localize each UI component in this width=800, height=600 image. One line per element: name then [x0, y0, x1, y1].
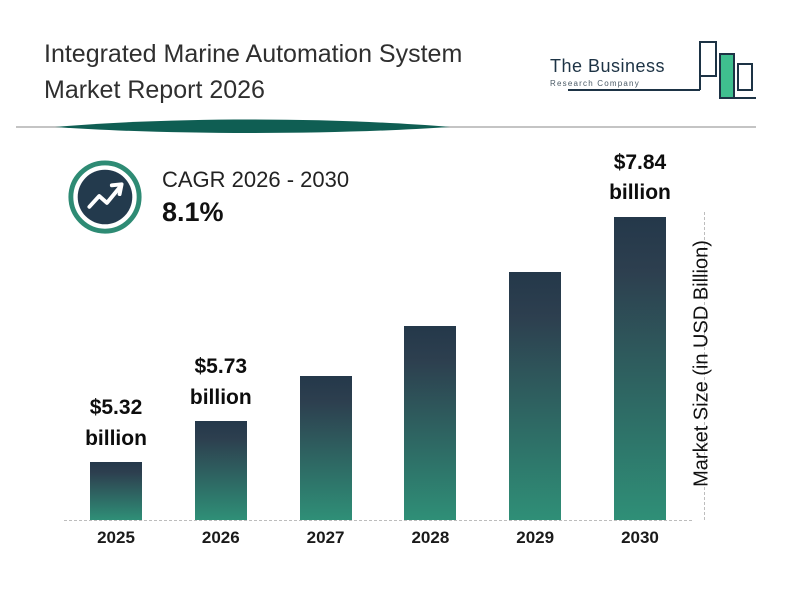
logo-line1: The Business [550, 56, 666, 76]
year-axis: 2025 2026 2027 2028 2029 2030 [64, 528, 692, 548]
bar-year-label: 2026 [201, 528, 240, 547]
y-axis-label: Market Size (in USD Billion) [690, 240, 713, 487]
bar-column: $5.73 billion [169, 148, 273, 520]
cagr-value: 8.1% [162, 196, 224, 227]
logo-line2: Research Company [550, 79, 640, 88]
bar-value-label: $5.73 billion [189, 355, 252, 409]
bar-column: $7.84 billion [588, 148, 692, 520]
right-axis-line [704, 212, 705, 520]
cagr-label: CAGR 2026 - 2030 [162, 166, 350, 192]
bar-value-label: $7.84 billion [609, 151, 671, 205]
bar-year-label: 2029 [516, 528, 555, 547]
cagr-texts: CAGR 2026 - 2030 8.1% [162, 167, 349, 228]
bar-value-label: $5.32 billion [85, 396, 147, 450]
logo-bars-icon [568, 41, 756, 99]
bar [613, 216, 666, 520]
page-title-line2: Market Report 2026 [44, 76, 265, 105]
logo-text: The Business Research Company [550, 56, 665, 88]
bar [404, 326, 457, 520]
bar-column [274, 148, 378, 520]
bar-column: $5.32 billion [64, 148, 168, 520]
bar-column [483, 148, 587, 520]
bar-year-label: 2028 [411, 528, 450, 547]
bar [90, 462, 142, 520]
page-title: Integrated Marine Automation System Mark… [44, 36, 564, 109]
bar [299, 376, 352, 520]
bar [509, 272, 562, 520]
bar-chart: $5.32 billion $5.73 billion $7.84 billion [64, 148, 692, 521]
bar-year-label: 2025 [97, 528, 135, 547]
bar [194, 421, 247, 520]
bar-year-label: 2027 [306, 528, 345, 547]
bar-year-label: 2030 [621, 528, 659, 547]
company-logo: The Business Research Company [550, 28, 760, 118]
divider [16, 119, 756, 133]
cagr-block: CAGR 2026 - 2030 8.1% [66, 158, 349, 236]
bar-column [378, 148, 482, 520]
trend-up-icon [68, 160, 142, 234]
page-title-line1: Integrated Marine Automation System [44, 40, 463, 68]
